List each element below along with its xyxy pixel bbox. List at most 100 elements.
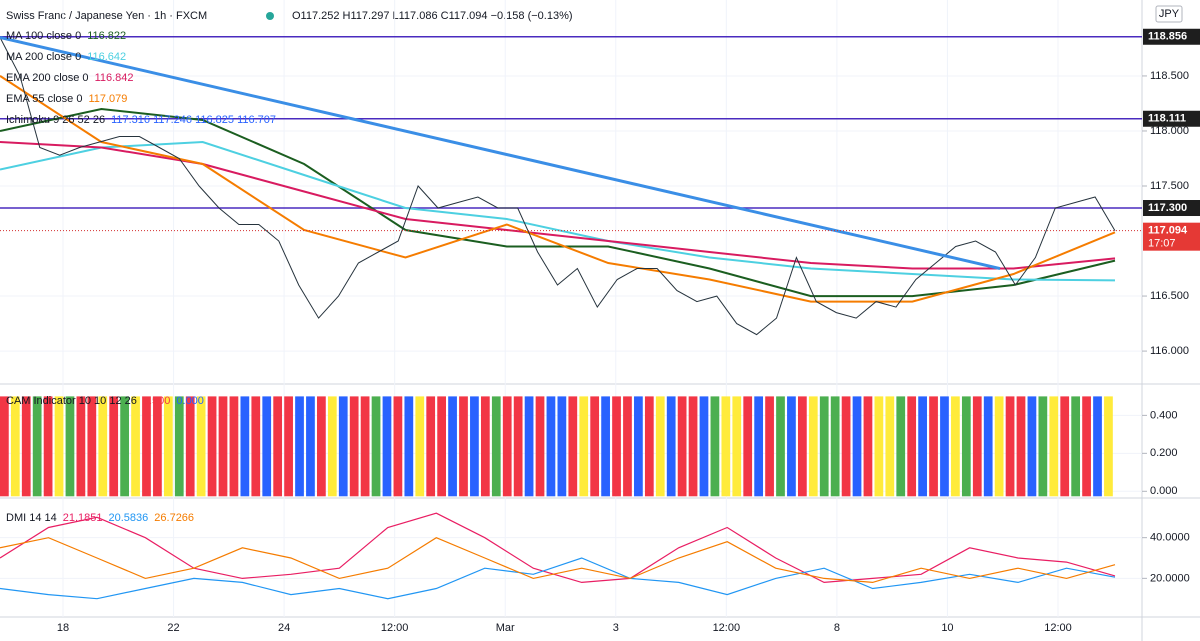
cam-bar (1082, 396, 1091, 497)
cam-bar (284, 396, 293, 497)
cam-bar (710, 396, 720, 497)
cam-bar (0, 396, 9, 497)
series-line (0, 140, 1116, 282)
cam-bar (470, 396, 479, 497)
level-tag (1143, 110, 1200, 127)
y-tick-label: 0.200 (1150, 447, 1178, 459)
cam-bar (885, 396, 895, 497)
cam-bar (732, 396, 742, 497)
cam-bar (131, 396, 140, 497)
cam-bar (961, 396, 971, 497)
cam-bar (426, 396, 436, 497)
cam-bar (437, 396, 446, 497)
cam-bar (43, 396, 53, 497)
cam-bar (360, 396, 370, 497)
cam-bar (666, 396, 676, 497)
cam-bar (1049, 396, 1059, 497)
series-line (0, 107, 1116, 298)
cam-bar (174, 396, 184, 497)
pane-value: 0.000 (176, 395, 204, 407)
x-tick-label: 3 (613, 622, 619, 634)
cam-bar (579, 396, 589, 497)
level-tag (1143, 28, 1200, 45)
pane-value: 0.500 (143, 395, 171, 407)
cam-bar (983, 396, 993, 497)
cam-bar (852, 396, 862, 497)
cam-bar (972, 396, 982, 497)
cam-bar (1027, 396, 1037, 497)
cam-bar (951, 396, 960, 497)
pane-name: CAM Indicator 10 10 12 26 (6, 395, 137, 407)
cam-bar (185, 396, 195, 497)
cam-bar (994, 396, 1004, 497)
cam-bar (535, 396, 545, 497)
cam-bar (776, 396, 785, 497)
cam-bar (404, 396, 414, 497)
cam-bar (76, 396, 86, 497)
series-line (0, 37, 1116, 336)
cam-bar (634, 396, 643, 497)
legend-value: 116.822 (87, 30, 126, 42)
y-tick-label: 116.500 (1150, 290, 1189, 302)
legend-value: 20.5836 (109, 512, 149, 524)
legend-entry: EMA 55 close 0 117.079 (6, 93, 127, 105)
cam-bar (841, 396, 851, 497)
cam-bar (54, 396, 64, 497)
cam-bar (382, 396, 392, 497)
cam-bar (98, 396, 108, 497)
cam-bar (21, 396, 31, 497)
legend-name: MA 100 close 0 (6, 30, 81, 42)
cam-bar (1093, 396, 1102, 497)
ohlc: O117.252 H117.297 L117.086 C117.094 −0.1… (292, 10, 573, 22)
x-tick-label: 8 (834, 622, 840, 634)
legend-entry: MA 100 close 0 116.822 (6, 30, 126, 42)
cam-bar (142, 396, 151, 497)
cam-bar (830, 396, 840, 497)
cam-bar (765, 396, 774, 497)
cam-bar (743, 396, 753, 497)
cam-bar (929, 396, 938, 497)
cam-bar (819, 396, 829, 497)
cam-bar (87, 396, 97, 497)
cam-bar (349, 396, 359, 497)
level-tag (1143, 200, 1200, 217)
cam-bar (754, 396, 764, 497)
y-tick-label: 40.0000 (1150, 532, 1190, 544)
cam-bar (262, 396, 272, 497)
cam-bar (612, 396, 621, 497)
cam-bar (797, 396, 807, 497)
cam-bar (240, 396, 250, 497)
x-tick-label: 18 (57, 622, 69, 634)
cam-bar (317, 396, 326, 497)
cam-bar (721, 396, 731, 497)
cam-bar (65, 396, 75, 497)
cam-bar (557, 396, 567, 497)
cam-bar (623, 396, 632, 497)
pane-title: DMI 14 14 21.1851 20.5836 26.7266 (6, 512, 194, 524)
cam-bar (1005, 396, 1015, 497)
pane-title: CAM Indicator 10 10 12 26 0.500 0.000 (6, 395, 204, 407)
y-tick-label: 117.500 (1150, 180, 1189, 192)
legend-value: 116.842 (95, 72, 134, 84)
cam-bar (1016, 396, 1026, 497)
currency-badge[interactable] (1155, 5, 1183, 23)
series-line (0, 537, 1116, 584)
cam-bar (273, 396, 283, 497)
level-label: 118.856 (1148, 31, 1187, 43)
currency: JPY (1159, 8, 1180, 20)
cam-bar (109, 396, 119, 497)
x-tick-label: Mar (496, 622, 515, 634)
cam-bar (295, 396, 304, 497)
cam-bar (699, 396, 709, 497)
y-tick-label: 0.000 (1150, 485, 1178, 497)
cam-bar (327, 396, 337, 497)
cam-bar (229, 396, 239, 497)
cam-bar (480, 396, 490, 497)
y-tick-label: 20.0000 (1150, 572, 1190, 584)
y-tick-label: 116.000 (1150, 345, 1189, 357)
cam-bar (907, 396, 917, 497)
legend-name: EMA 200 close 0 (6, 72, 89, 84)
legend-name: MA 200 close 0 (6, 51, 81, 63)
pane-name: DMI 14 14 (6, 512, 57, 524)
